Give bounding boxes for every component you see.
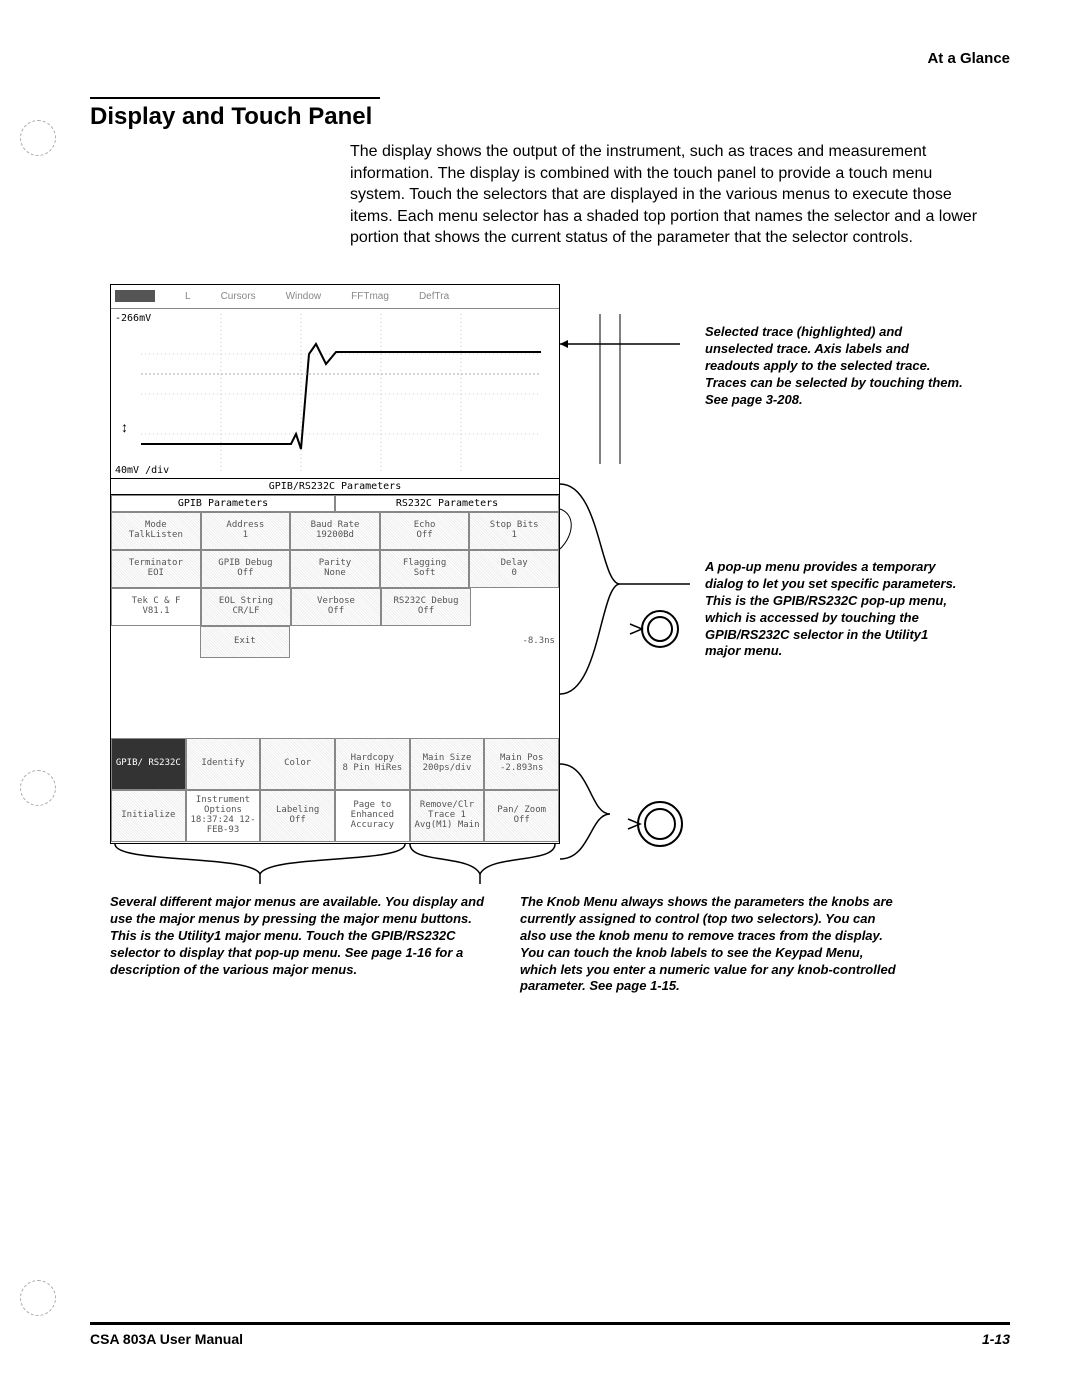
menu-selector[interactable]: Instrument Options18:37:24 12-FEB-93 [186,790,261,842]
footer-right: 1-13 [982,1331,1010,1347]
callout-popup: A pop-up menu provides a temporary dialo… [705,559,965,660]
intro-paragraph: The display shows the output of the inst… [350,141,980,249]
leader-knob [560,764,720,874]
selector[interactable]: ModeTalkListen [111,512,201,550]
updown-arrow-icon: ↕ [121,419,128,435]
menu-selector[interactable]: Identify [186,738,261,790]
top-label: Window [286,291,322,302]
menu-selector[interactable]: Hardcopy8 Pin HiRes [335,738,410,790]
top-label: FFTmag [351,291,389,302]
popup-title: GPIB/RS232C Parameters [111,479,559,495]
selector[interactable]: Address1 [201,512,291,550]
menu-selector[interactable]: LabelingOff [260,790,335,842]
top-label: DefTra [419,291,449,302]
menu-selector[interactable]: Initialize [111,790,186,842]
selector[interactable]: FlaggingSoft [380,550,470,588]
selector[interactable]: EchoOff [380,512,470,550]
selector[interactable]: TerminatorEOI [111,550,201,588]
popup-row: ModeTalkListen Address1 Baud Rate19200Bd… [111,512,559,550]
top-label: Cursors [221,291,256,302]
sub-left: GPIB Parameters [111,495,335,512]
readout: -8.3ns [467,626,559,658]
selector[interactable]: Tek C & FV81.1 [111,588,201,626]
popup-row: TerminatorEOI GPIB DebugOff ParityNone F… [111,550,559,588]
popup-row: Exit -8.3ns [111,626,559,658]
trace-area: -266mV ↕ 40mV /div [111,309,559,479]
menu-row: Initialize Instrument Options18:37:24 12… [111,790,559,842]
top-button [115,290,155,302]
spacer [290,626,379,658]
menu-selector[interactable]: Pan/ ZoomOff [484,790,559,842]
selector[interactable]: RS232C DebugOff [381,588,471,626]
leader-popup [560,484,720,714]
menu-selector[interactable]: Remove/ClrTrace 1 Avg(M1) Main [410,790,485,842]
page-footer: CSA 803A User Manual 1-13 [90,1322,1010,1347]
popup-row: Tek C & FV81.1 EOL StringCR/LF VerboseOf… [111,588,559,626]
footer-left: CSA 803A User Manual [90,1331,243,1347]
spacer [379,626,468,658]
callout-trace: Selected trace (highlighted) and unselec… [705,324,965,408]
menu-selector[interactable]: Page toEnhanced Accuracy [335,790,410,842]
header-label: At a Glance [90,50,1010,67]
menu-row: GPIB/ RS232C Identify Color Hardcopy8 Pi… [111,738,559,790]
top-label: L [185,291,191,302]
selector[interactable]: ParityNone [290,550,380,588]
section-title: Display and Touch Panel [90,97,380,131]
sub-right: RS232C Parameters [335,495,559,512]
leader-trace [560,314,710,434]
selector[interactable]: Baud Rate19200Bd [290,512,380,550]
spacer [471,588,559,626]
selector[interactable]: VerboseOff [291,588,381,626]
screen-top-row: L Cursors Window FFTmag DefTra [111,285,559,309]
major-menu: GPIB/ RS232C Identify Color Hardcopy8 Pi… [111,738,559,843]
caption-knob: The Knob Menu always shows the parameter… [520,894,900,995]
gpib-rs232c-selector[interactable]: GPIB/ RS232C [111,738,186,790]
selector[interactable]: Stop Bits1 [469,512,559,550]
knob-selector[interactable]: Main Size200ps/div [410,738,485,790]
bottom-braces [110,844,560,884]
knob-selector[interactable]: Main Pos -2.893ns [484,738,559,790]
spacer [111,626,200,658]
selector[interactable]: Delay0 [469,550,559,588]
caption-major: Several different major menus are availa… [110,894,490,995]
trace-plot [141,314,541,474]
exit-selector[interactable]: Exit [200,626,291,658]
selector[interactable]: EOL StringCR/LF [201,588,291,626]
instrument-screen: L Cursors Window FFTmag DefTra -266mV ↕ … [110,284,560,844]
menu-selector[interactable]: Color [260,738,335,790]
popup-subheaders: GPIB Parameters RS232C Parameters [111,495,559,512]
figure: L Cursors Window FFTmag DefTra -266mV ↕ … [110,284,990,874]
selector[interactable]: GPIB DebugOff [201,550,291,588]
